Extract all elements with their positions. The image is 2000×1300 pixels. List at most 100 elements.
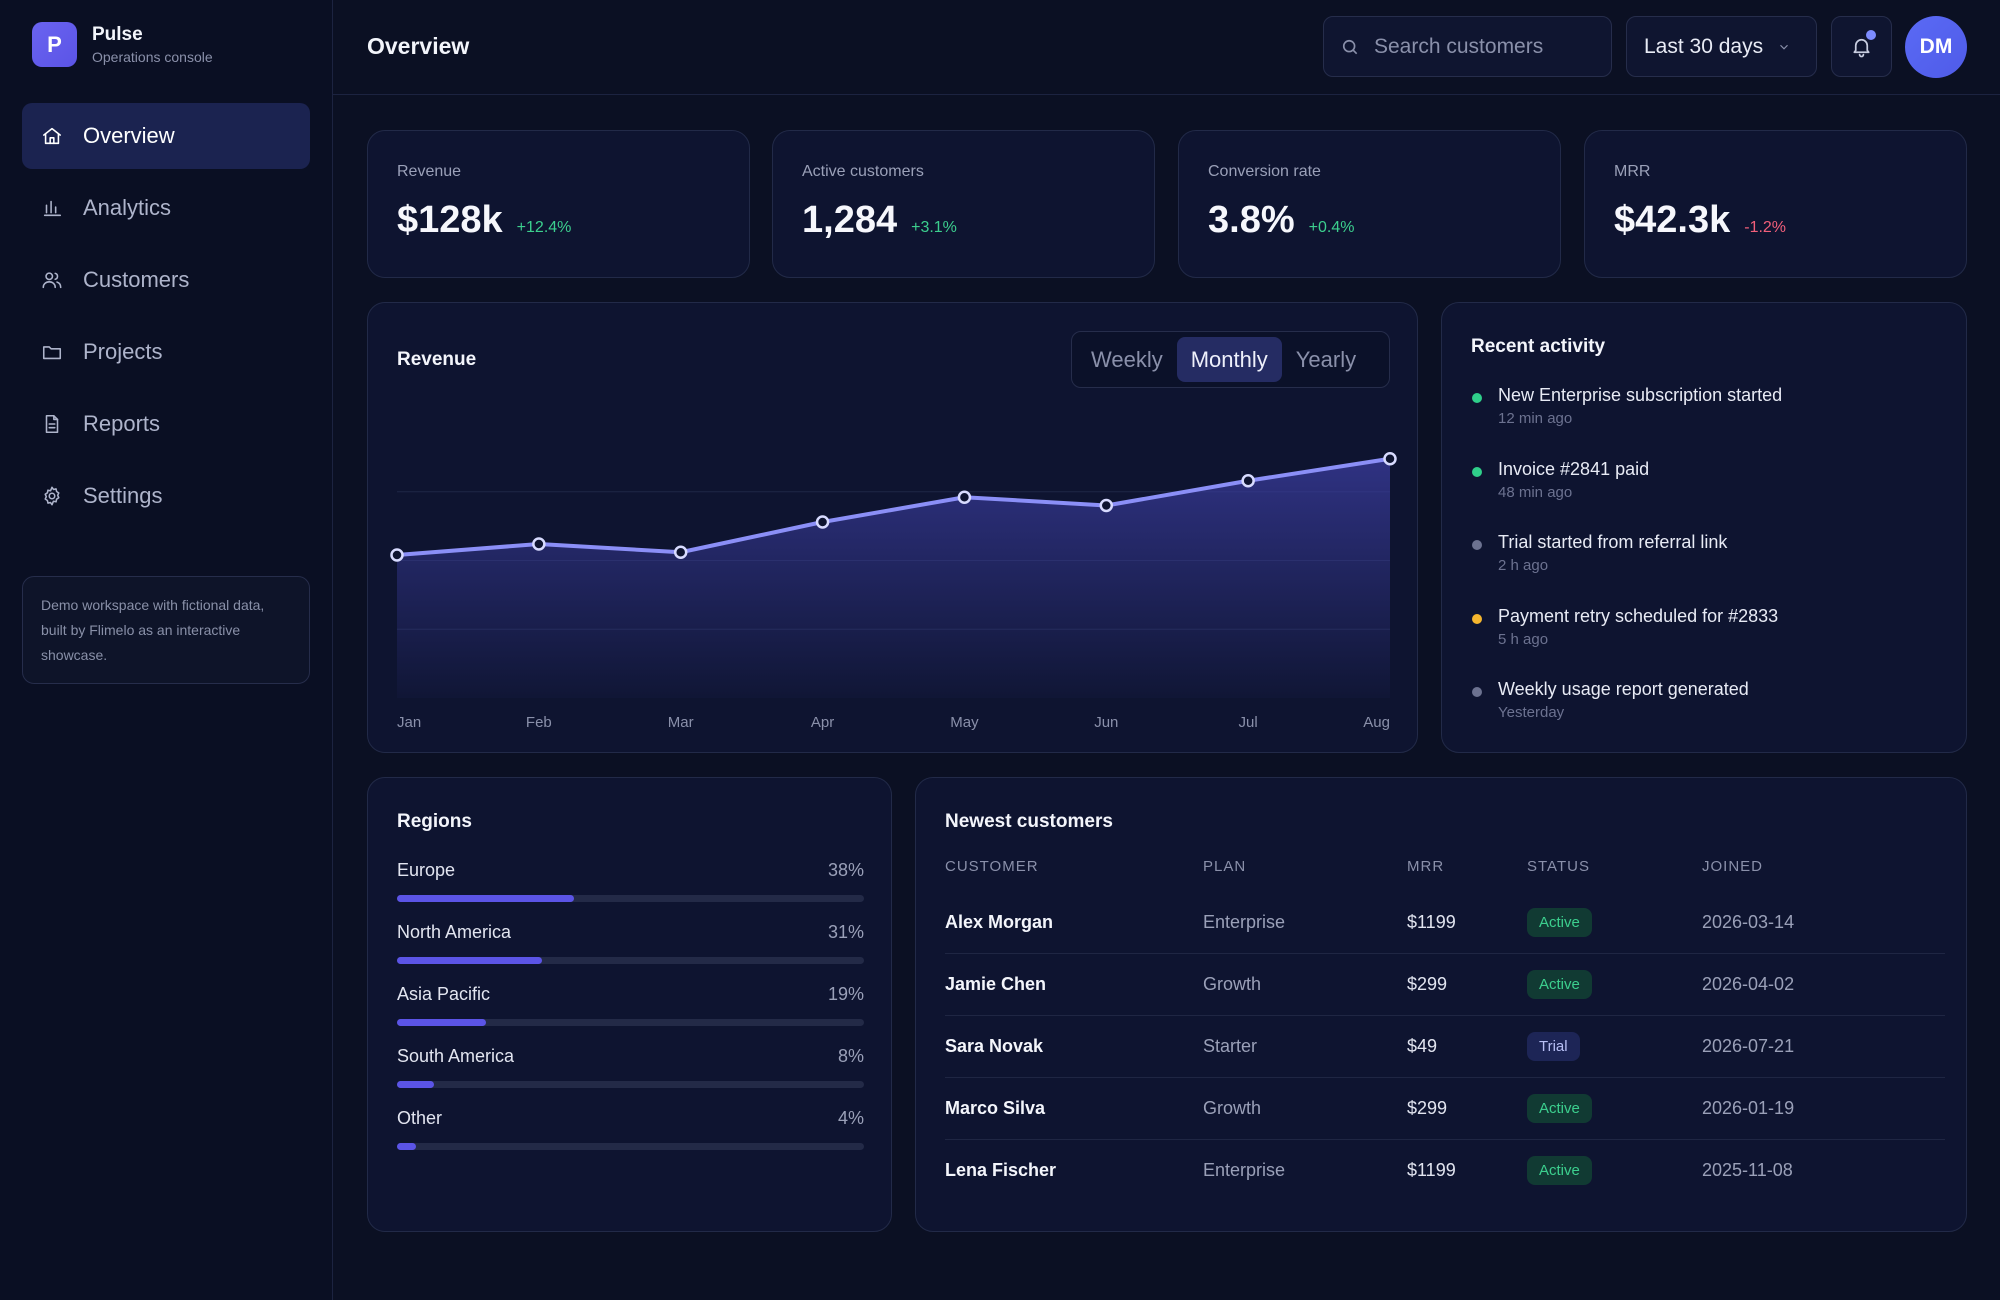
region-row: South America 8% [397, 1046, 864, 1088]
sidebar-item-label: Customers [83, 267, 190, 292]
region-bar-fill [397, 895, 575, 902]
activity-title: Recent activity [1471, 336, 1606, 357]
activity-text: Weekly usage report generated [1498, 679, 1749, 699]
chart-area [397, 458, 1390, 698]
chart-x-tick-label: Jan [397, 714, 421, 731]
activity-item[interactable]: Trial started from referral link 2 h ago [1471, 530, 1951, 604]
activity-text: Trial started from referral link [1498, 532, 1728, 552]
table-row[interactable]: Alex Morgan Enterprise $1199 Active 2026… [945, 892, 1945, 954]
table-row[interactable]: Jamie Chen Growth $299 Active 2026-04-02 [945, 954, 1945, 1016]
chart-point [1241, 474, 1255, 488]
demo-note: Demo workspace with fictional data, buil… [22, 576, 310, 684]
chart-x-tick-label: Feb [526, 714, 552, 731]
chart-x-tick-label: Apr [811, 714, 834, 731]
sidebar-item-label: Settings [83, 483, 163, 508]
kpi-card-active-customers: Active customers 1,284 +3.1% [772, 130, 1155, 278]
status-badge: Active [1527, 908, 1592, 937]
region-name: North America [397, 922, 512, 942]
column-header-joined: JOINED [1702, 858, 1764, 875]
sidebar-item-customers[interactable]: Customers [22, 247, 310, 313]
notifications-button[interactable] [1831, 16, 1892, 77]
chart-x-tick-label: Aug [1363, 714, 1390, 731]
chart-x-tick-label: Mar [668, 714, 694, 731]
chevron-down-icon [1780, 44, 1789, 50]
region-percent: 31% [827, 922, 864, 942]
gear-icon [40, 484, 64, 508]
kpi-value: $42.3k -1.2% [1614, 199, 1786, 242]
search-icon [1342, 39, 1358, 54]
region-percent: 19% [827, 984, 864, 1004]
users-icon [40, 268, 64, 292]
period-yearly-button[interactable]: Yearly [1295, 346, 1357, 372]
cell-customer: Marco Silva [945, 1098, 1046, 1118]
search-box[interactable] [1323, 16, 1612, 77]
cell-joined: 2026-04-02 [1702, 974, 1795, 994]
table-row[interactable]: Sara Novak Starter $49 Trial 2026-07-21 [945, 1016, 1945, 1078]
activity-item[interactable]: Invoice #2841 paid 48 min ago [1471, 457, 1951, 531]
date-range-select[interactable]: Last 30 days [1626, 16, 1817, 77]
table-row[interactable]: Marco Silva Growth $299 Active 2026-01-1… [945, 1078, 1945, 1140]
cell-mrr: $299 [1407, 974, 1448, 994]
region-bar-track [397, 957, 864, 964]
chart-title: Revenue [397, 349, 477, 370]
sidebar-item-label: Analytics [83, 195, 172, 220]
sidebar-item-reports[interactable]: Reports [22, 391, 310, 457]
kpi-delta: +3.1% [911, 219, 957, 236]
chart-point [390, 548, 404, 562]
search-input[interactable] [1374, 34, 1594, 59]
brand[interactable]: P Pulse Operations console [32, 22, 213, 67]
status-badge: Active [1527, 1094, 1592, 1123]
chart-series-line [396, 456, 1391, 557]
kpi-delta: -1.2% [1744, 219, 1787, 236]
sidebar-item-overview[interactable]: Overview [22, 103, 310, 169]
brand-logo: P [32, 22, 77, 67]
status-badge: Active [1527, 970, 1592, 999]
column-header-status: STATUS [1527, 858, 1590, 875]
period-monthly-button[interactable]: Monthly [1176, 337, 1282, 382]
region-percent: 38% [827, 860, 864, 880]
kpi-delta: +12.4% [516, 219, 572, 236]
revenue-chart-card: Revenue Weekly Monthly Yearly Jan Feb Mar A… [367, 302, 1418, 753]
kpi-number: 3.8% [1208, 199, 1295, 241]
folder-icon [40, 340, 64, 364]
region-row: North America 31% [397, 922, 864, 964]
brand-subtitle: Operations console [92, 49, 213, 65]
cell-joined: 2026-07-21 [1702, 1036, 1795, 1056]
activity-item[interactable]: Payment retry scheduled for #2833 5 h ag… [1471, 604, 1951, 678]
bell-icon [1853, 38, 1870, 58]
avatar[interactable]: DM [1905, 16, 1967, 78]
activity-time: 12 min ago [1498, 410, 1573, 427]
column-header-customer: CUSTOMER [945, 858, 1039, 875]
cell-customer: Alex Morgan [945, 912, 1054, 932]
kpi-delta: +0.4% [1308, 219, 1355, 236]
region-bar-track [397, 895, 864, 902]
activity-item[interactable]: Weekly usage report generated Yesterday [1471, 677, 1951, 751]
region-row: Europe 38% [397, 860, 864, 902]
period-weekly-button[interactable]: Weekly [1091, 346, 1163, 372]
cell-joined: 2025-11-08 [1702, 1160, 1793, 1180]
page-title: Overview [367, 33, 470, 59]
kpi-value: $128k +12.4% [397, 199, 571, 242]
activity-status-dot [1472, 466, 1482, 477]
sidebar-item-analytics[interactable]: Analytics [22, 175, 310, 241]
region-name: Europe [397, 860, 456, 880]
table-row[interactable]: Lena Fischer Enterprise $1199 Active 202… [945, 1140, 1945, 1202]
region-name: South America [397, 1046, 515, 1066]
kpi-number: $42.3k [1614, 199, 1731, 241]
activity-time: Yesterday [1498, 704, 1565, 721]
kpi-card-mrr: MRR $42.3k -1.2% [1584, 130, 1967, 278]
activity-status-dot [1472, 613, 1482, 624]
kpi-number: 1,284 [802, 199, 898, 241]
activity-item[interactable]: New Enterprise subscription started 12 m… [1471, 383, 1951, 457]
cell-joined: 2026-01-19 [1702, 1098, 1795, 1118]
sidebar-item-settings[interactable]: Settings [22, 463, 310, 529]
kpi-number: $128k [397, 199, 503, 241]
chart-point [673, 545, 688, 559]
sidebar-item-projects[interactable]: Projects [22, 319, 310, 385]
period-toggle: Weekly Monthly Yearly [1071, 331, 1390, 388]
kpi-label: Conversion rate [1208, 163, 1321, 180]
document-icon [40, 412, 64, 436]
newest-customers-card: Newest customers CUSTOMER PLAN MRR STATU… [915, 777, 1967, 1232]
region-percent: 8% [837, 1046, 864, 1066]
home-icon [40, 124, 64, 148]
